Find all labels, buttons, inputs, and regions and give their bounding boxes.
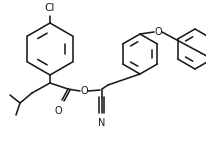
Text: O: O — [80, 86, 88, 96]
Text: O: O — [54, 106, 62, 116]
Text: Cl: Cl — [45, 3, 55, 13]
Text: N: N — [98, 118, 106, 128]
Text: O: O — [154, 27, 162, 37]
